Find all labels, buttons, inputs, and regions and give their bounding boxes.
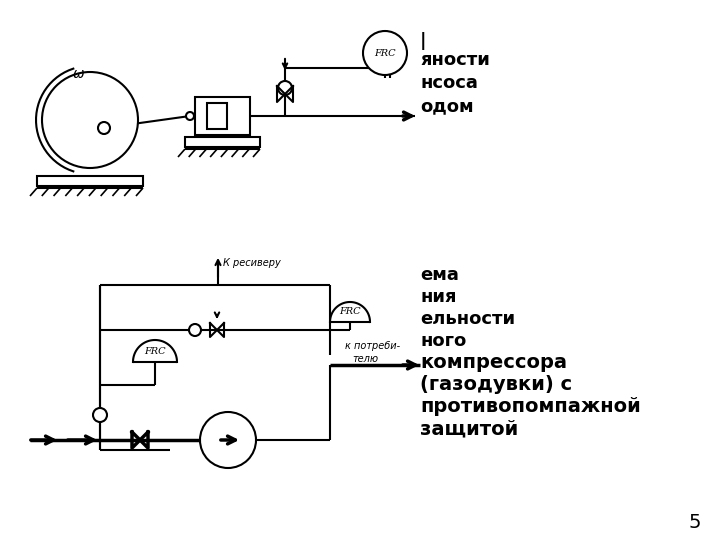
Text: ного: ного: [420, 332, 467, 350]
Text: защитой: защитой: [420, 420, 518, 438]
Circle shape: [42, 72, 138, 168]
Text: 5: 5: [689, 512, 701, 531]
Text: одом: одом: [420, 97, 474, 115]
Bar: [37, 176, 143, 186]
Circle shape: [200, 412, 256, 468]
Text: К ресиверу: К ресиверу: [223, 258, 281, 268]
Text: (газодувки) с: (газодувки) с: [420, 375, 572, 395]
Circle shape: [93, 408, 107, 422]
Text: ельности: ельности: [420, 310, 515, 328]
Text: нсоса: нсоса: [420, 74, 478, 92]
Text: к потреби-: к потреби-: [345, 341, 400, 351]
Text: ема: ема: [420, 266, 459, 284]
Bar: [207, 103, 227, 129]
Bar: [195, 97, 250, 135]
Text: яности: яности: [420, 51, 490, 69]
Circle shape: [98, 122, 110, 134]
Text: компрессора: компрессора: [420, 354, 567, 373]
Text: $\omega$: $\omega$: [71, 67, 84, 81]
Text: FRC: FRC: [339, 307, 361, 316]
Text: FRC: FRC: [374, 49, 396, 57]
Text: |: |: [420, 32, 426, 50]
Circle shape: [278, 81, 292, 95]
Circle shape: [186, 112, 194, 120]
Text: FRC: FRC: [144, 347, 166, 355]
Circle shape: [363, 31, 407, 75]
Text: ния: ния: [420, 288, 456, 306]
Bar: [185, 137, 260, 147]
Circle shape: [189, 324, 201, 336]
Text: противопомпажной: противопомпажной: [420, 397, 641, 416]
Text: телю: телю: [352, 354, 378, 364]
